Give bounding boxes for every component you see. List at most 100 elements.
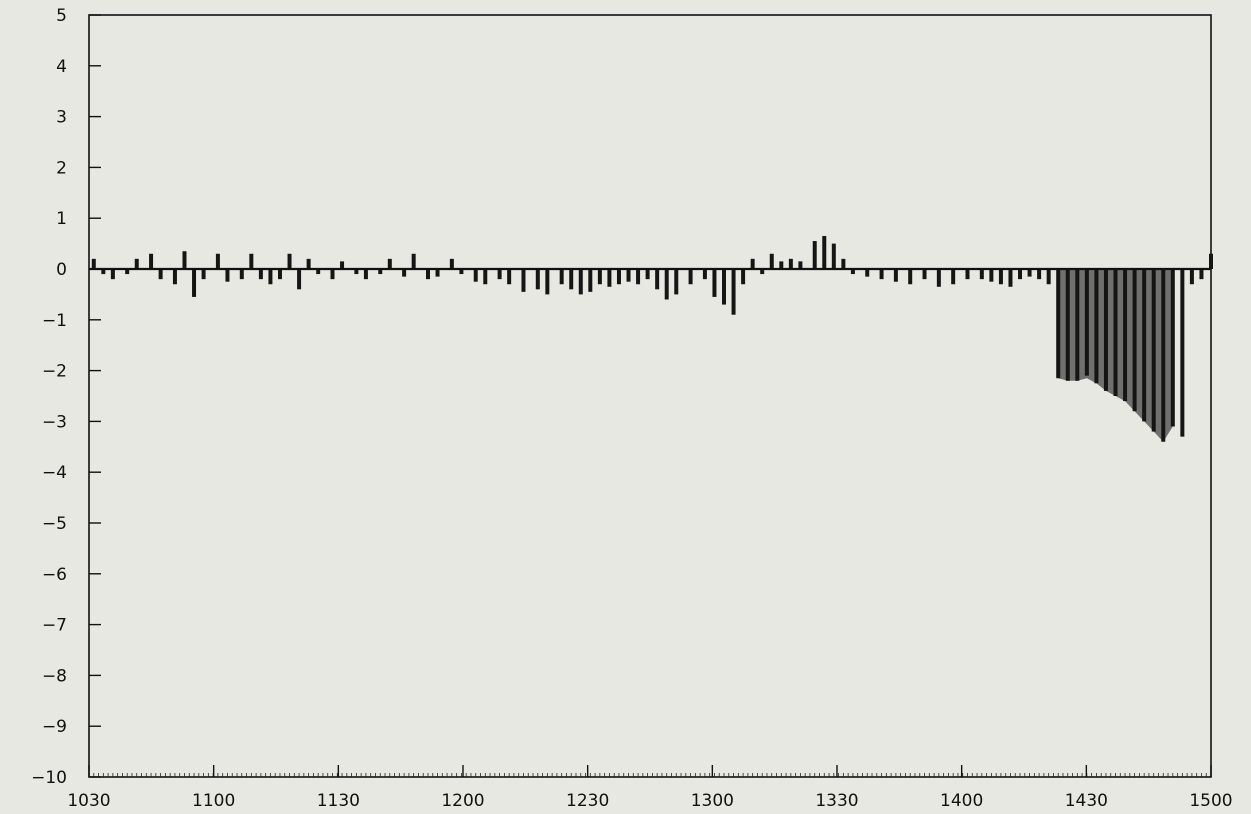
bar [340, 261, 345, 269]
bar [125, 269, 130, 275]
bar [1189, 269, 1194, 285]
bar [741, 269, 746, 285]
bar [1209, 253, 1213, 269]
bar [1113, 269, 1118, 396]
bar [616, 269, 621, 285]
bar [1037, 269, 1042, 280]
bar [559, 269, 564, 285]
y-tick-label: −2 [42, 362, 67, 382]
bar [473, 269, 478, 282]
bar [908, 269, 913, 285]
bar [201, 269, 206, 280]
bar [225, 269, 230, 282]
bar [1027, 269, 1032, 277]
bar [354, 269, 359, 275]
bar [363, 269, 368, 280]
y-axis: 5 4 3 2 1 0 −1 −2 −3 −4 −5 −6 −7 −8 −9 −10 [31, 6, 101, 788]
x-tick-label: 1130 [317, 791, 360, 811]
bar [722, 269, 727, 305]
bar [951, 269, 956, 285]
bar [172, 269, 177, 285]
bar [1170, 269, 1175, 427]
x-tick-label: 1500 [1189, 791, 1232, 811]
y-tick-label: 0 [56, 260, 67, 280]
bar [965, 269, 970, 280]
bar [922, 269, 927, 280]
bar-series [91, 235, 1213, 442]
bar [1151, 269, 1156, 432]
bar [411, 253, 416, 269]
bar [1094, 269, 1099, 384]
plot-area: 5 4 3 2 1 0 −1 −2 −3 −4 −5 −6 −7 −8 −9 −10 1030 1100 1130… [31, 6, 1233, 811]
bar [812, 241, 817, 269]
bar [688, 269, 693, 285]
x-tick-label: 1300 [691, 791, 734, 811]
bar [798, 261, 803, 269]
bar [435, 269, 440, 277]
y-tick-label: −9 [42, 717, 67, 737]
y-tick-label: 2 [56, 158, 67, 178]
bar [521, 269, 526, 292]
x-minor-ticks [88, 773, 1212, 777]
bar [402, 269, 407, 277]
bar [1161, 269, 1166, 442]
bar [578, 269, 583, 295]
bar [779, 261, 784, 269]
bar [378, 269, 383, 275]
bar [712, 269, 717, 297]
bar [731, 269, 736, 315]
y-tick-label: −3 [42, 412, 67, 432]
bar [316, 269, 321, 275]
bar [1008, 269, 1013, 287]
bar [297, 269, 302, 290]
bar [449, 258, 454, 269]
x-tick-label: 1100 [192, 791, 235, 811]
bar [607, 269, 612, 287]
plot-frame [88, 14, 1212, 778]
bar [1103, 269, 1108, 391]
bar [645, 269, 650, 280]
bar [1065, 269, 1070, 381]
bar [750, 258, 755, 269]
x-tick-label: 1400 [940, 791, 983, 811]
bar [831, 243, 836, 269]
x-tick-label: 1330 [815, 791, 858, 811]
x-tick-label: 1200 [441, 791, 484, 811]
bar [459, 269, 464, 275]
bar [1199, 269, 1204, 280]
bar [1123, 269, 1128, 402]
bar [822, 235, 827, 269]
bar [760, 269, 765, 275]
x-tick-label: 1030 [67, 791, 110, 811]
bar [879, 269, 884, 280]
bar [569, 269, 574, 290]
bar [535, 269, 540, 290]
bar [588, 269, 593, 292]
bar [636, 269, 641, 285]
y-tick-label: 3 [56, 108, 67, 128]
bar [91, 258, 96, 269]
bar [215, 253, 220, 269]
bar [545, 269, 550, 295]
y-tick-label: −6 [42, 565, 67, 585]
bar [626, 269, 631, 282]
bar [1018, 269, 1023, 280]
bar [330, 269, 335, 280]
bar [1180, 269, 1185, 437]
bar [249, 253, 254, 269]
bar [268, 269, 273, 285]
bar [287, 253, 292, 269]
y-tick-label: 1 [56, 209, 67, 229]
bar [674, 269, 679, 295]
bar [192, 269, 197, 297]
bar [507, 269, 512, 285]
bar [1056, 269, 1061, 379]
bar [769, 253, 774, 269]
bar [702, 269, 707, 280]
bar [277, 269, 282, 280]
y-tick-label: −5 [42, 514, 67, 534]
y-tick-label: −7 [42, 616, 67, 636]
x-tick-label: 1430 [1065, 791, 1108, 811]
bar [1046, 269, 1051, 285]
bar [306, 258, 311, 269]
